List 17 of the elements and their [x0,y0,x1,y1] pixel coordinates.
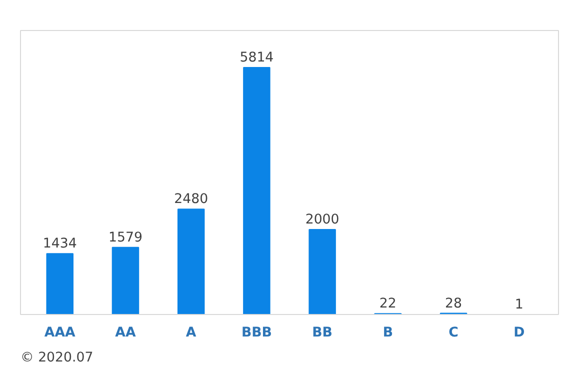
x-tick-label: BB [312,326,332,340]
data-label: 1434 [42,236,77,252]
x-tick-label: AAA [44,326,76,340]
data-label: 2480 [174,192,208,208]
data-label: 2000 [305,212,340,228]
data-label: 22 [379,296,396,312]
data-label: 28 [445,296,462,312]
x-tick-label: BBB [241,326,272,340]
x-tick-label: C [448,326,458,340]
x-tick-label: D [514,326,525,340]
x-tick-label: B [382,326,394,340]
text: © 2020.07 [20,350,94,366]
data-label: 5814 [240,50,274,66]
data-label: 1 [514,297,524,312]
x-tick-label: A [186,326,197,340]
data-label: 1579 [108,230,142,246]
x-tick-label: AA [115,326,136,340]
